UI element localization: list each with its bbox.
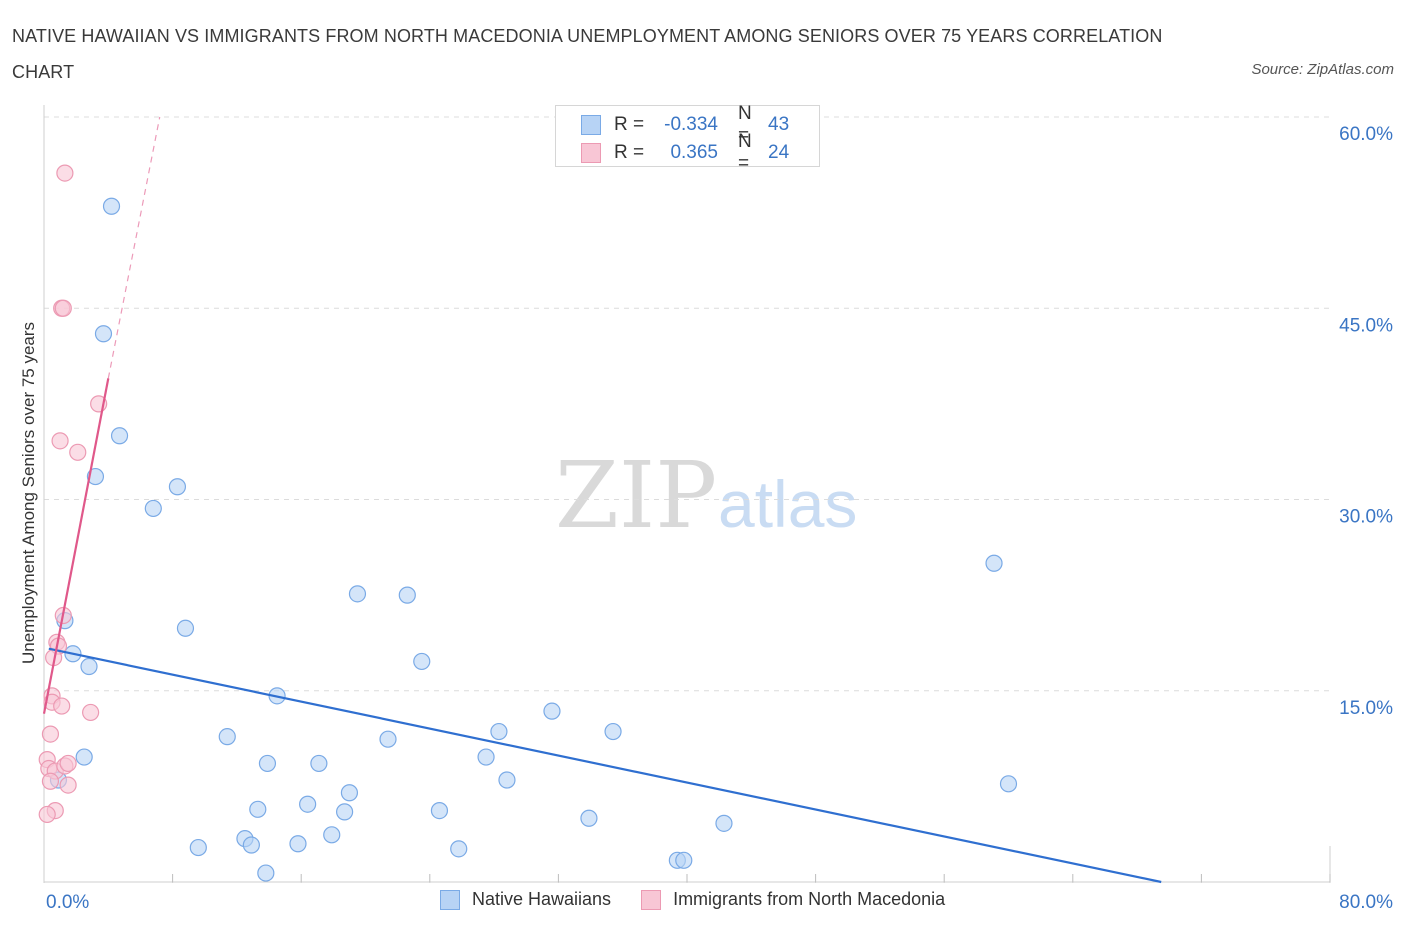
native-hawaiian-point: [580, 809, 598, 827]
legend-n-value: 43: [768, 114, 790, 135]
native-hawaiian-point: [450, 840, 468, 858]
x-tick-label: 0.0%: [46, 892, 89, 913]
native-hawaiian-point: [379, 730, 397, 748]
y-tick-label: 60.0%: [1339, 124, 1393, 145]
native-hawaiian-point: [258, 754, 277, 773]
native-hawaiian-point: [75, 748, 93, 766]
native-hawaiian-point: [94, 325, 113, 343]
y-tick-label: 15.0%: [1339, 698, 1393, 719]
north-macedonia-point: [38, 805, 56, 824]
series-legend: Native Hawaiians Immigrants from North M…: [440, 889, 975, 910]
north-macedonia-point: [41, 725, 60, 743]
native-hawaiian-trend-line: [48, 647, 1162, 884]
native-hawaiian-point: [144, 499, 162, 518]
series-legend-north-macedonia[interactable]: Immigrants from North Macedonia: [641, 889, 945, 910]
legend-row-north-macedonia: R = 0.365 N = 24: [581, 131, 790, 174]
series-legend-label: Native Hawaiians: [472, 889, 612, 909]
trend-extension-line: [107, 116, 161, 379]
north-macedonia-point: [82, 703, 100, 722]
native-hawaiian-point: [168, 478, 187, 496]
watermark-zip: ZIP: [555, 442, 717, 549]
north-macedonia-trend-line: [42, 378, 110, 714]
north-macedonia-point: [54, 299, 72, 317]
north-macedonia-point: [56, 164, 74, 182]
native-hawaiian-point: [110, 427, 129, 445]
legend-row-native-hawaiians: R = -0.334 N = 43: [581, 103, 790, 146]
native-hawaiian-point: [340, 784, 359, 802]
legend-r-label: R =: [614, 114, 645, 135]
native-hawaiian-point: [323, 826, 341, 844]
native-hawaiian-point: [985, 554, 1003, 572]
native-hawaiian-point: [398, 586, 416, 604]
native-hawaiian-point: [477, 748, 495, 766]
north-macedonia-point: [53, 697, 71, 715]
native-hawaiian-point: [102, 197, 121, 215]
native-hawaiian-point: [675, 851, 693, 869]
native-hawaiian-point: [189, 838, 207, 857]
series-swatch-pink: [641, 889, 662, 910]
legend-r-label: R =: [614, 142, 645, 163]
legend-n-label: N =: [738, 131, 752, 174]
native-hawaiian-point: [310, 754, 328, 773]
north-macedonia-point: [59, 754, 77, 773]
north-macedonia-point: [69, 443, 87, 461]
legend-r-value: 0.365: [670, 142, 718, 163]
series-legend-label: Immigrants from North Macedonia: [673, 889, 946, 909]
native-hawaiian-point: [86, 467, 105, 486]
north-macedonia-point: [51, 432, 69, 450]
native-hawaiian-point: [543, 702, 561, 720]
native-hawaiian-point: [218, 728, 236, 746]
native-hawaiian-point: [176, 619, 195, 637]
native-hawaiian-point: [348, 585, 367, 603]
native-hawaiian-point: [257, 864, 275, 882]
series-swatch-blue: [440, 889, 460, 910]
native-hawaiian-point: [249, 800, 267, 818]
x-tick-label: 80.0%: [1339, 892, 1393, 913]
series-legend-native-hawaiians[interactable]: Native Hawaiians: [440, 889, 611, 910]
legend-swatch-blue: [581, 115, 601, 135]
legend-r-value: -0.334: [664, 114, 718, 135]
north-macedonia-point: [59, 776, 77, 794]
watermark-atlas: atlas: [718, 467, 857, 541]
native-hawaiian-point: [498, 771, 516, 789]
native-hawaiian-point: [289, 835, 307, 853]
native-hawaiian-point: [242, 836, 260, 854]
native-hawaiian-point: [80, 657, 98, 676]
source-label: Source: ZipAtlas.com: [1251, 61, 1394, 78]
native-hawaiian-point: [430, 801, 449, 820]
native-hawaiian-point: [413, 652, 431, 671]
native-hawaiian-point: [715, 814, 733, 832]
legend-n-value: 24: [768, 142, 790, 163]
y-axis-title: Unemployment Among Seniors over 75 years: [19, 322, 38, 664]
legend-swatch-pink: [581, 143, 601, 163]
chart-title: NATIVE HAWAIIAN VS IMMIGRANTS FROM NORTH…: [12, 26, 1163, 82]
legend-n-label: N =: [738, 103, 752, 146]
native-hawaiian-point: [604, 722, 622, 741]
native-hawaiian-point: [490, 722, 508, 741]
north-macedonia-point: [41, 772, 60, 790]
native-hawaiian-point: [299, 795, 317, 813]
y-tick-label: 30.0%: [1339, 507, 1393, 528]
y-tick-label: 45.0%: [1339, 315, 1393, 336]
native-hawaiian-point: [336, 803, 354, 821]
native-hawaiian-point: [999, 775, 1018, 793]
correlation-legend: R = -0.334 N = 43 R = 0.365 N = 24: [555, 103, 820, 174]
